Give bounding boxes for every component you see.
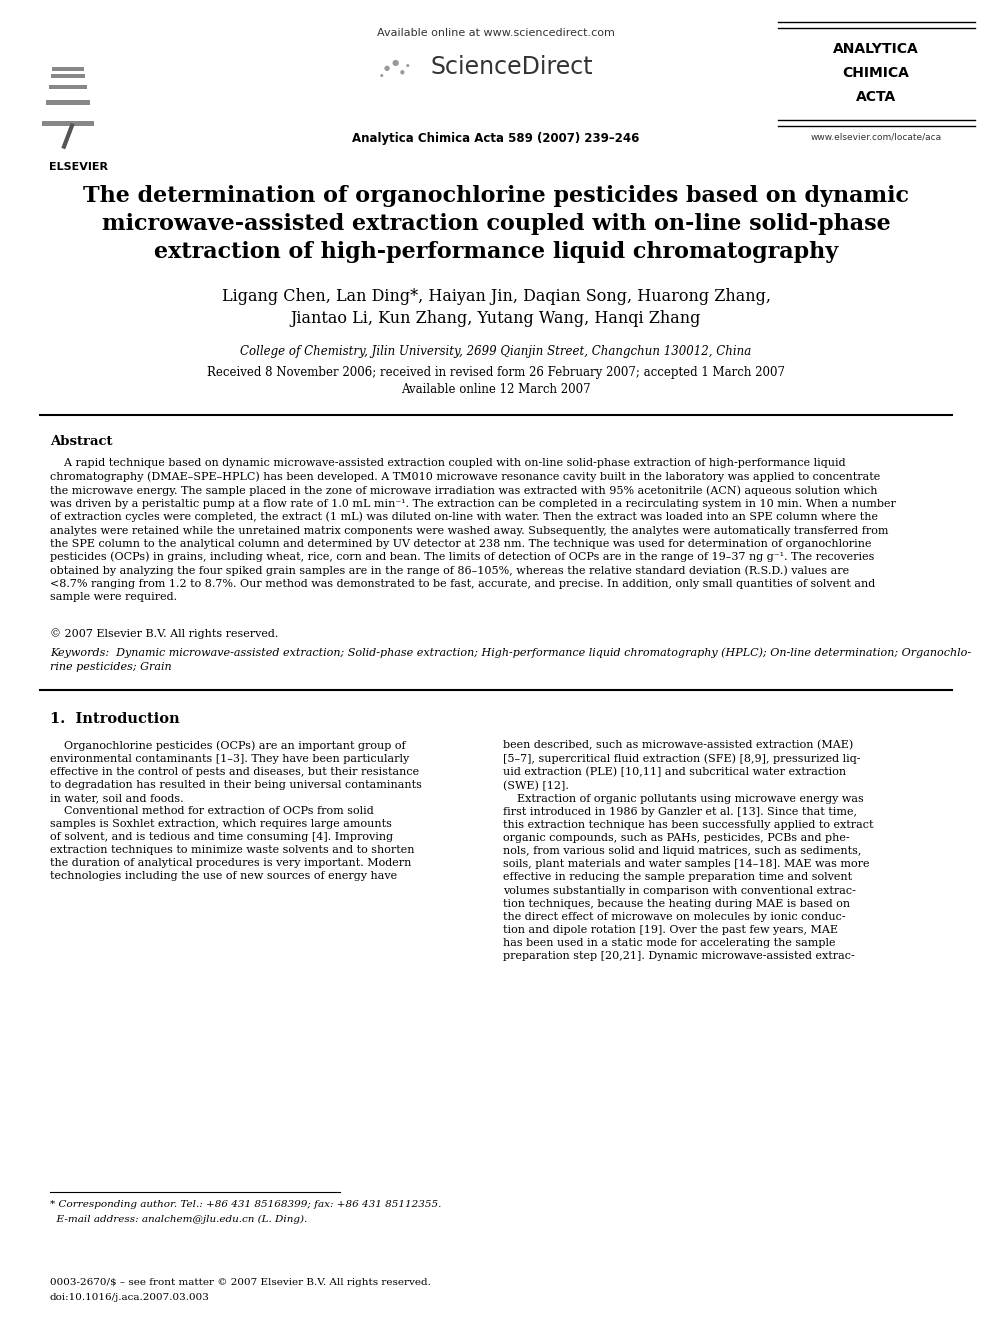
Text: Available online 12 March 2007: Available online 12 March 2007 xyxy=(401,382,591,396)
Text: Received 8 November 2006; received in revised form 26 February 2007; accepted 1 : Received 8 November 2006; received in re… xyxy=(207,366,785,378)
Bar xyxy=(49,85,87,89)
Text: ANALYTICA: ANALYTICA xyxy=(833,42,919,56)
Bar xyxy=(53,66,83,71)
Text: rine pesticides; Grain: rine pesticides; Grain xyxy=(50,662,172,672)
Text: Analytica Chimica Acta 589 (2007) 239–246: Analytica Chimica Acta 589 (2007) 239–24… xyxy=(352,132,640,146)
Text: been described, such as microwave-assisted extraction (MAE)
[5–7], supercritical: been described, such as microwave-assist… xyxy=(503,740,874,960)
Text: The determination of organochlorine pesticides based on dynamic: The determination of organochlorine pest… xyxy=(83,185,909,206)
Text: ●: ● xyxy=(406,64,410,67)
Text: A rapid technique based on dynamic microwave-assisted extraction coupled with on: A rapid technique based on dynamic micro… xyxy=(50,458,896,602)
Text: doi:10.1016/j.aca.2007.03.003: doi:10.1016/j.aca.2007.03.003 xyxy=(50,1293,210,1302)
Text: ●: ● xyxy=(400,70,405,74)
Text: ACTA: ACTA xyxy=(856,90,896,105)
Text: © 2007 Elsevier B.V. All rights reserved.: © 2007 Elsevier B.V. All rights reserved… xyxy=(50,628,279,639)
Text: Abstract: Abstract xyxy=(50,435,112,448)
Text: College of Chemistry, Jilin University, 2699 Qianjin Street, Changchun 130012, C: College of Chemistry, Jilin University, … xyxy=(240,345,752,359)
Text: 0003-2670/$ – see front matter © 2007 Elsevier B.V. All rights reserved.: 0003-2670/$ – see front matter © 2007 El… xyxy=(50,1278,431,1287)
Text: extraction of high-performance liquid chromatography: extraction of high-performance liquid ch… xyxy=(154,241,838,263)
Text: Jiantao Li, Kun Zhang, Yutang Wang, Hanqi Zhang: Jiantao Li, Kun Zhang, Yutang Wang, Hanq… xyxy=(291,310,701,327)
Text: CHIMICA: CHIMICA xyxy=(842,66,910,79)
Text: www.elsevier.com/locate/aca: www.elsevier.com/locate/aca xyxy=(810,132,941,142)
Text: E-mail address: analchem@jlu.edu.cn (L. Ding).: E-mail address: analchem@jlu.edu.cn (L. … xyxy=(50,1215,308,1224)
Text: ●: ● xyxy=(384,65,390,71)
Text: microwave-assisted extraction coupled with on-line solid-phase: microwave-assisted extraction coupled wi… xyxy=(101,213,891,235)
Bar xyxy=(42,122,94,126)
Text: Organochlorine pesticides (OCPs) are an important group of
environmental contami: Organochlorine pesticides (OCPs) are an … xyxy=(50,740,422,881)
Text: * Corresponding author. Tel.: +86 431 85168399; fax: +86 431 85112355.: * Corresponding author. Tel.: +86 431 85… xyxy=(50,1200,441,1209)
Text: ●: ● xyxy=(392,57,399,66)
Bar xyxy=(51,74,85,78)
Text: 1.  Introduction: 1. Introduction xyxy=(50,712,180,726)
Text: Ligang Chen, Lan Ding*, Haiyan Jin, Daqian Song, Huarong Zhang,: Ligang Chen, Lan Ding*, Haiyan Jin, Daqi… xyxy=(221,288,771,306)
Text: Keywords:  Dynamic microwave-assisted extraction; Solid-phase extraction; High-p: Keywords: Dynamic microwave-assisted ext… xyxy=(50,647,971,658)
Bar xyxy=(46,101,90,105)
Text: Available online at www.sciencedirect.com: Available online at www.sciencedirect.co… xyxy=(377,28,615,38)
Text: ELSEVIER: ELSEVIER xyxy=(49,161,107,172)
Text: ●: ● xyxy=(380,74,384,78)
Text: ScienceDirect: ScienceDirect xyxy=(430,56,592,79)
